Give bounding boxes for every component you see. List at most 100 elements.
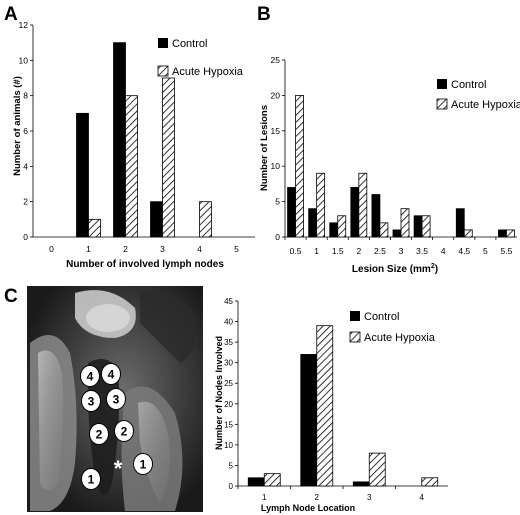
- chart-b-xlabel-sup: 2: [431, 263, 435, 270]
- chart-c-ytick-label: 5: [229, 461, 234, 470]
- chart-b-xtick-label: 4.5: [458, 246, 470, 256]
- chart-b-plot: 0 5 10 15 20 25 0.5 1 1.5 2 2.5 3 3.5 4 4.5 5 5.5: [271, 55, 517, 256]
- node-marker-label: 3: [88, 395, 95, 409]
- chart-a-bar-hypoxia: [162, 77, 175, 238]
- node-marker-4: 4: [80, 365, 100, 387]
- chart-b-ytick-label: 20: [271, 90, 281, 100]
- chart-c-ytick-label: 0: [229, 482, 234, 491]
- chart-b-bar-control: [308, 208, 318, 238]
- chart-b-xtick-label: 4: [441, 246, 446, 256]
- chart-a-bar-control: [113, 42, 126, 238]
- node-marker-4: 4: [101, 363, 121, 385]
- chart-b-ytick-label: 0: [275, 232, 280, 242]
- chart-c-ytick-label: 15: [224, 420, 233, 429]
- chart-b-ytick-label: 25: [271, 55, 281, 65]
- chart-b-bar-hypoxia: [358, 172, 368, 238]
- chart-c-bar-control: [300, 354, 318, 487]
- chart-a-ylabel: Number of animals (#): [12, 76, 23, 176]
- legend-swatch-hypoxia: [157, 65, 169, 77]
- chart-b-bar-control: [371, 194, 381, 238]
- chart-c-ytick-label: 10: [224, 441, 233, 450]
- chart-c-xtick-label: 4: [420, 493, 425, 502]
- chart-a-bar-hypoxia: [88, 218, 101, 238]
- chart-b-xtick-label: 3.5: [416, 246, 428, 256]
- chart-b-bar-hypoxia: [506, 229, 515, 238]
- chart-c-ytick-label: 20: [224, 400, 233, 409]
- chart-b-xtick-label: 0.5: [290, 246, 302, 256]
- chart-a-ytick-label: 6: [23, 126, 28, 136]
- legend-swatch-control: [350, 311, 360, 321]
- chart-c-bar-hypoxia: [263, 473, 281, 487]
- chart-a-ytick-label: 12: [19, 20, 29, 30]
- legend-label-control: Control: [451, 79, 486, 91]
- chart-b-legend: Control Acute Hypoxia: [436, 79, 520, 111]
- chart-a-ytick-label: 2: [23, 197, 28, 207]
- chart-c-ytick-label: 30: [224, 359, 233, 368]
- chart-c-ytick-label: 40: [224, 318, 233, 327]
- node-marker-2: 2: [114, 420, 134, 442]
- chart-c-ylabel: Number of Nodes Involved: [214, 336, 224, 450]
- chart-b-bar-control: [413, 215, 423, 238]
- chart-b-bar-control: [392, 229, 402, 238]
- node-markers: 4 43 32 211: [80, 363, 153, 490]
- node-marker-3: 3: [106, 388, 126, 410]
- chart-a-xtick-label: 5: [234, 244, 239, 254]
- legend-label-hypoxia: Acute Hypoxia: [364, 332, 436, 344]
- panel-letter-c: C: [4, 286, 18, 307]
- chart-b-bar-hypoxia: [400, 208, 410, 238]
- chart-c-bar-control: [247, 477, 265, 487]
- node-marker-label: 3: [113, 393, 120, 407]
- legend-swatch-hypoxia: [349, 331, 361, 343]
- legend-label-control: Control: [172, 38, 207, 50]
- legend-swatch-hypoxia: [436, 98, 448, 110]
- node-marker-label: 1: [140, 458, 147, 472]
- chart-b-xtick-label: 1: [314, 246, 319, 256]
- node-marker-label: 4: [108, 368, 115, 382]
- chart-b-bar-control: [455, 208, 465, 238]
- node-marker-2: 2: [89, 423, 109, 445]
- chart-a-ytick-label: 8: [23, 91, 28, 101]
- legend-label-control: Control: [364, 311, 399, 323]
- chart-b-ytick-label: 10: [271, 161, 281, 171]
- chart-c-bar-control: [352, 481, 370, 487]
- chart-b-ylabel: Number of Lesions: [259, 105, 270, 191]
- chart-a-legend: Control Acute Hypoxia: [157, 38, 244, 78]
- chart-b-bar-control: [287, 187, 296, 238]
- tissue-right-highlight: [138, 401, 171, 503]
- chart-b-ytick-label: 5: [275, 197, 280, 207]
- chart-b-bar-hypoxia: [295, 95, 304, 238]
- chart-b-xlabel-main: Lesion Size (mm: [352, 264, 431, 275]
- chart-a-bar-hypoxia: [199, 201, 212, 238]
- photo-asterisk: *: [114, 456, 123, 481]
- chart-c-xlabel: Lymph Node Location: [261, 503, 355, 513]
- chart-c-xtick-label: 3: [367, 493, 372, 502]
- panel-c-chart: 0 5 10 15 20 25 30 35 40 45 1 2 3 4 Number of Nodes I…: [214, 297, 448, 513]
- tissue-upper-center: [86, 304, 130, 332]
- panel-b-chart: B 0 5 10 15 20 25 0.5 1 1.5 2 2.5 3 3.5 4 4.5 5 5.5 Numb…: [257, 4, 520, 275]
- chart-a-bar-control: [76, 112, 89, 238]
- legend-label-hypoxia: Acute Hypoxia: [451, 99, 520, 111]
- chart-b-xtick-label: 3: [399, 246, 404, 256]
- node-marker-label: 4: [87, 370, 94, 384]
- chart-b-xtick-label: 5: [483, 246, 488, 256]
- node-marker-label: 1: [88, 473, 95, 487]
- chart-c-bar-hypoxia: [316, 325, 334, 487]
- node-marker-label: 2: [96, 428, 103, 442]
- chart-b-bar-control: [498, 229, 507, 238]
- chart-b-bar-hypoxia: [421, 215, 431, 238]
- chart-b-ytick-label: 15: [271, 126, 281, 136]
- chart-a-bar-control: [150, 201, 163, 238]
- chart-b-xtick-label: 2.5: [374, 246, 386, 256]
- chart-a-bar-hypoxia: [125, 95, 138, 238]
- legend-swatch-control: [437, 79, 447, 89]
- chart-a-ytick-label: 10: [19, 55, 29, 65]
- chart-a-xtick-label: 0: [49, 244, 54, 254]
- chart-c-xtick-label: 1: [262, 493, 267, 502]
- chart-c-ytick-label: 35: [224, 338, 233, 347]
- chart-b-bar-hypoxia: [316, 172, 326, 238]
- tissue-top-dark: [140, 292, 196, 363]
- node-marker-circle: [80, 365, 100, 387]
- legend-label-hypoxia: Acute Hypoxia: [172, 66, 244, 78]
- panel-c-photo: C 4 43 32 211 *: [4, 286, 203, 512]
- chart-a-xtick-label: 4: [197, 244, 202, 254]
